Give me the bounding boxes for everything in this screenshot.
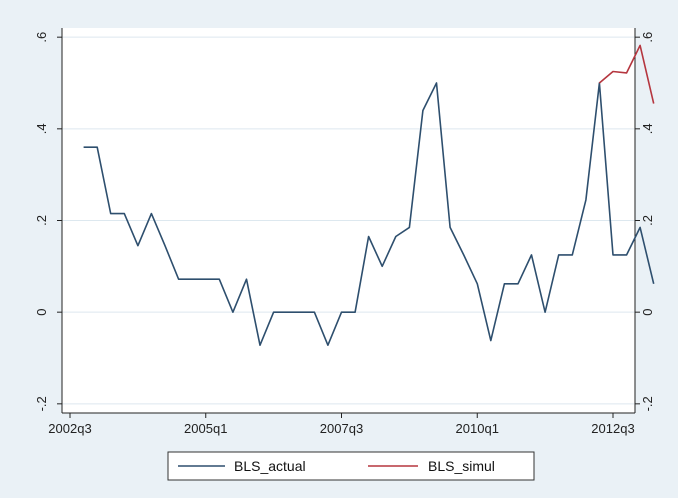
x-tick-label: 2005q1 [184, 421, 227, 436]
y-tick-label-right: -.2 [640, 396, 655, 411]
x-tick-label: 2007q3 [320, 421, 363, 436]
legend: BLS_actual BLS_simul [167, 451, 535, 481]
y-tick-label-left: .2 [34, 215, 49, 226]
x-tick-label: 2012q3 [591, 421, 634, 436]
y-tick-label-left: -.2 [34, 396, 49, 411]
series-line-bls-simul [598, 44, 655, 104]
x-tick-label: 2002q3 [48, 421, 91, 436]
series-line-bls-actual [83, 82, 655, 347]
x-tick-label: 2010q1 [456, 421, 499, 436]
axis-ticks: -.2 -.2 0 0 .2 .2 .4 .4 .6 .6 2002q3 2005q1 2007q3 20… [34, 32, 655, 436]
legend-box [167, 451, 535, 481]
series [83, 44, 655, 347]
legend-label-bls-simul: BLS_simul [428, 458, 495, 474]
y-tick-label-right: 0 [640, 309, 655, 316]
grid [62, 36, 635, 405]
y-tick-label-right: .6 [640, 32, 655, 43]
legend-label-bls-actual: BLS_actual [234, 458, 306, 474]
y-tick-label-left: 0 [34, 309, 49, 316]
y-tick-label-right: .2 [640, 215, 655, 226]
y-tick-label-left: .4 [34, 123, 49, 134]
y-tick-label-right: .4 [640, 123, 655, 134]
y-tick-label-left: .6 [34, 32, 49, 43]
